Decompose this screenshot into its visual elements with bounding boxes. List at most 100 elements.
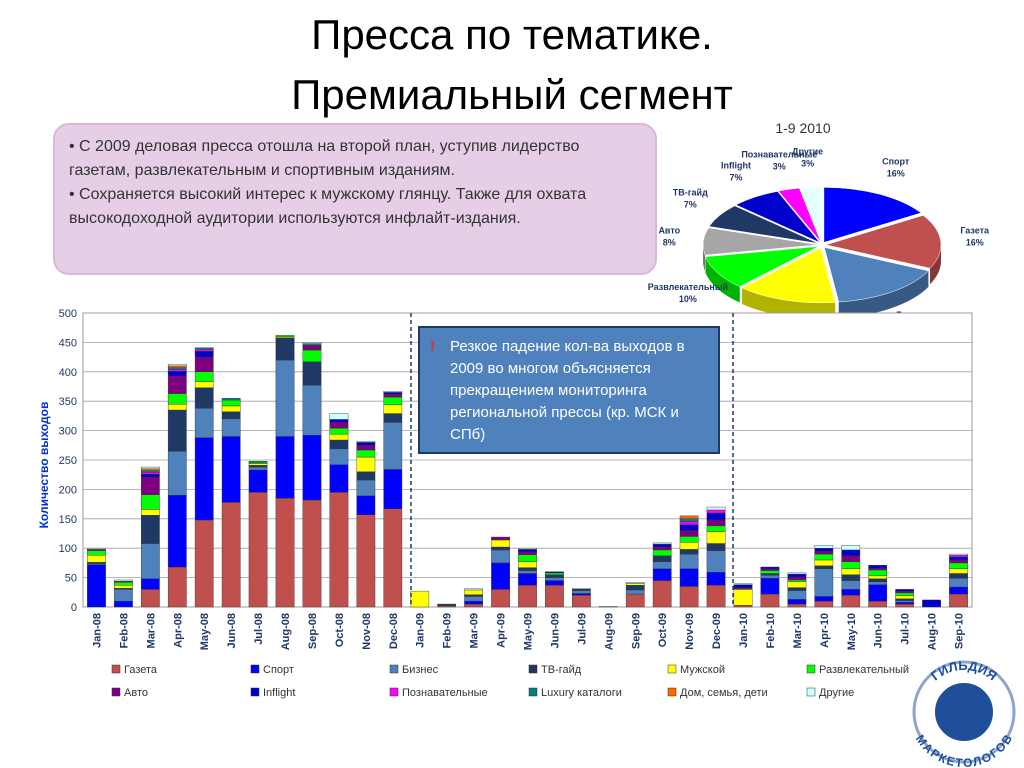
- bar-segment: [140, 473, 160, 478]
- bar-segment: [221, 398, 241, 401]
- bar-segment: [140, 589, 160, 608]
- bar-segment: [356, 449, 376, 458]
- bar-segment: [383, 393, 403, 398]
- bar-segment: [221, 399, 241, 407]
- bar-segment: [194, 356, 214, 373]
- y-tick-label: 450: [59, 337, 77, 349]
- bar-segment: [248, 460, 268, 463]
- bar-segment: [329, 428, 349, 435]
- bar-segment: [329, 492, 349, 608]
- x-tick-label: Sep-10: [954, 613, 966, 649]
- bar-segment: [706, 519, 726, 527]
- bar-segment: [760, 575, 780, 579]
- x-tick-label: Jun-09: [549, 613, 561, 648]
- legend-label: Luxury каталоги: [541, 687, 622, 699]
- pie-side: [742, 287, 836, 319]
- bar-segment: [625, 593, 645, 608]
- bar-segment: [841, 549, 861, 557]
- bar-segment: [221, 436, 241, 503]
- x-tick-label: Oct-08: [334, 613, 346, 647]
- bar-segment: [706, 506, 726, 511]
- bar-segment: [787, 590, 807, 600]
- bar-segment: [787, 576, 807, 581]
- x-tick-label: Nov-09: [684, 613, 696, 650]
- bar-segment: [194, 387, 214, 409]
- bar-segment: [625, 582, 645, 584]
- pie-label: ТВ-гайд: [673, 188, 708, 198]
- bar-segment: [760, 568, 780, 571]
- pie-side-shade: [703, 244, 706, 272]
- y-tick-label: 0: [71, 602, 77, 614]
- bar-segment: [706, 531, 726, 544]
- bar-segment: [679, 568, 699, 587]
- bar-segment: [248, 465, 268, 468]
- bar-segment: [760, 593, 780, 608]
- bar-segment: [545, 585, 564, 608]
- x-tick-label: Feb-10: [765, 613, 777, 648]
- pie-value-label: 16%: [887, 169, 905, 179]
- bar-segment: [652, 568, 672, 581]
- bar-segment: [248, 469, 268, 493]
- bar-segment: [383, 422, 403, 470]
- bar-segment: [652, 546, 672, 551]
- bar-segment: [329, 439, 349, 450]
- pie-title: 1-9 2010: [775, 120, 830, 136]
- bar-segment: [221, 502, 241, 608]
- bar-segment: [706, 525, 726, 532]
- legend-label: Бизнес: [402, 664, 439, 676]
- pie-label: Другие: [792, 146, 823, 156]
- bar-segment: [868, 600, 888, 608]
- bar-segment: [949, 573, 968, 579]
- bar-segment: [167, 369, 187, 372]
- bar-segment: [383, 392, 403, 395]
- legend-label: Спорт: [263, 664, 294, 676]
- pie-side: [930, 244, 941, 285]
- pie-side-shade: [838, 270, 929, 318]
- bar-segment: [114, 579, 133, 582]
- bar-segment: [518, 573, 537, 586]
- bar-segment: [652, 561, 672, 569]
- y-tick-label: 500: [59, 308, 77, 320]
- bar-segment: [518, 570, 537, 574]
- bar-segment: [356, 442, 376, 446]
- bar-segment: [760, 573, 780, 576]
- bar-segment: [679, 530, 699, 537]
- x-tick-label: Jul-09: [576, 613, 588, 645]
- x-tick-label: Jun-10: [873, 613, 885, 648]
- bar-segment: [356, 471, 376, 481]
- bar-segment: [275, 337, 295, 361]
- bar-segment: [302, 499, 322, 608]
- bar-segment: [356, 479, 376, 497]
- bullet: • Сохраняется высокий интерес к мужскому…: [69, 186, 587, 227]
- bar-segment: [194, 408, 214, 438]
- bar-segment: [598, 606, 618, 608]
- legend-label: Авто: [124, 687, 148, 699]
- bar-segment: [248, 466, 268, 471]
- bar-segment: [221, 405, 241, 412]
- bar-segment: [814, 548, 834, 552]
- bar-segment: [572, 593, 591, 596]
- bar-segment: [302, 361, 322, 386]
- pie-slice: [824, 247, 929, 303]
- x-tick-label: Aug-10: [927, 613, 939, 650]
- bar-segment: [87, 564, 106, 608]
- bar-segment: [868, 567, 888, 571]
- bar-segment: [895, 595, 915, 599]
- bar-segment: [949, 586, 968, 595]
- bar-segment: [167, 365, 187, 368]
- x-tick-label: Aug-08: [280, 613, 292, 650]
- legend-label: Развлекательный: [819, 664, 909, 676]
- y-tick-label: 100: [59, 543, 77, 555]
- text-box: • С 2009 деловая пресса отошла на второй…: [53, 123, 657, 275]
- bar-segment: [760, 566, 780, 569]
- bar-segment: [114, 600, 133, 608]
- bar-segment: [140, 543, 160, 579]
- legend-label: ТВ-гайд: [541, 664, 582, 676]
- bar-segment: [895, 602, 915, 605]
- bar-segment: [572, 590, 591, 594]
- bar-segment: [868, 581, 888, 585]
- pie-side-shade: [930, 244, 941, 285]
- bar-segment: [437, 603, 457, 607]
- bar-segment: [275, 498, 295, 608]
- bar-segment: [572, 588, 591, 591]
